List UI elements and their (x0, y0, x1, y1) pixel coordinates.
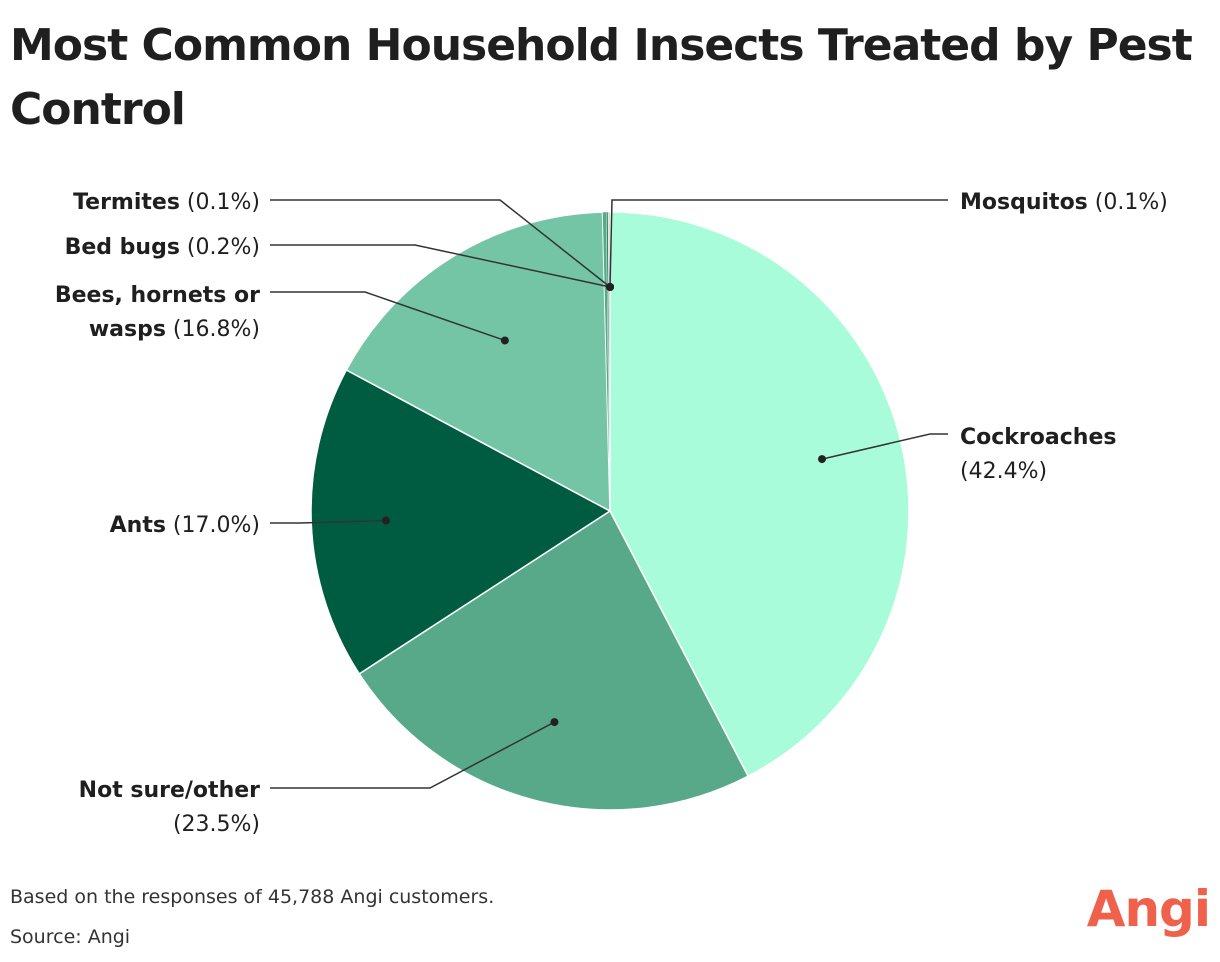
slice-labels: Cockroaches (42.4%) Not sure/other (23.5%) A… (55, 190, 1168, 837)
source-note: Source: Angi (10, 926, 131, 948)
leader-line-cockroaches (821, 433, 948, 460)
leader-lines (270, 199, 948, 789)
slice-label-bees-hornets-or-wasps: Bees, hornets or wasps (16.8%) (55, 283, 260, 342)
slice-label-cockroaches: Cockroaches (42.4%) (960, 425, 1116, 484)
leader-line-mosquitos (609, 199, 948, 288)
angi-logo: Angi (1086, 880, 1211, 938)
slice-label-termites: Termites (0.1%) (73, 190, 260, 215)
leader-line-not-sure-other (270, 721, 555, 789)
leader-line-bed-bugs (270, 244, 611, 288)
leader-dot-mosquitos (606, 283, 614, 291)
pie-slice-ants (310, 368, 612, 675)
leader-dot-not-sure-other (550, 718, 559, 727)
pie-slices (310, 211, 910, 811)
pie-slice-cockroaches (609, 211, 910, 778)
leader-line-ants (270, 519, 386, 524)
leader-dot-ants (381, 516, 390, 525)
footnote: Based on the responses of 45,788 Angi cu… (10, 886, 495, 908)
pie-slice-bees-hornets-or-wasps (345, 211, 611, 513)
leader-dot-cockroaches (818, 455, 827, 464)
slice-label-bed-bugs: Bed bugs (0.2%) (65, 235, 260, 260)
chart-title: Most Common Household Insects Treated by… (10, 20, 1193, 135)
pie-slice-not-sure-other (358, 509, 750, 811)
slice-label-ants: Ants (17.0%) (110, 513, 260, 538)
slice-label-mosquitos: Mosquitos (0.1%) (960, 190, 1168, 215)
leader-line-termites (270, 199, 611, 288)
leader-line-bees-hornets-or-wasps (270, 291, 506, 342)
slice-label-not-sure-other: Not sure/other (23.5%) (79, 778, 260, 837)
leader-dot-bees-hornets-or-wasps (500, 336, 509, 345)
